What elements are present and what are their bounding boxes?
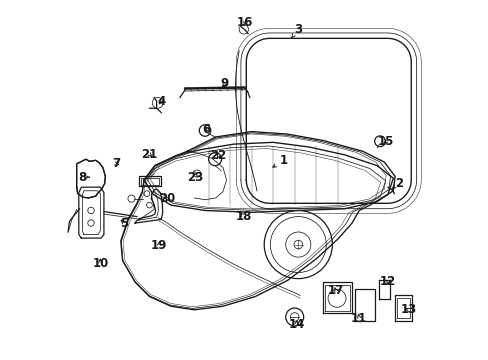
Text: 22: 22 (210, 149, 226, 162)
Text: 9: 9 (220, 77, 228, 90)
Text: 13: 13 (400, 303, 416, 316)
Text: 15: 15 (377, 135, 393, 148)
Text: 3: 3 (291, 23, 302, 38)
Text: 14: 14 (288, 318, 304, 331)
Text: 18: 18 (235, 210, 251, 223)
Text: 7: 7 (112, 157, 120, 170)
Text: 20: 20 (159, 192, 175, 205)
Text: 4: 4 (158, 95, 166, 108)
Text: 5: 5 (120, 216, 128, 230)
Text: 8: 8 (78, 171, 89, 184)
Text: 23: 23 (186, 171, 203, 184)
Text: 19: 19 (151, 239, 167, 252)
Text: 6: 6 (203, 123, 210, 136)
Text: 16: 16 (237, 16, 253, 29)
Text: 1: 1 (272, 154, 287, 167)
Text: 10: 10 (92, 257, 108, 270)
Text: 11: 11 (350, 311, 366, 325)
Text: 21: 21 (141, 148, 157, 161)
Polygon shape (77, 159, 105, 198)
Text: 2: 2 (391, 177, 402, 190)
Text: 12: 12 (379, 275, 395, 288)
Text: 17: 17 (327, 284, 344, 297)
